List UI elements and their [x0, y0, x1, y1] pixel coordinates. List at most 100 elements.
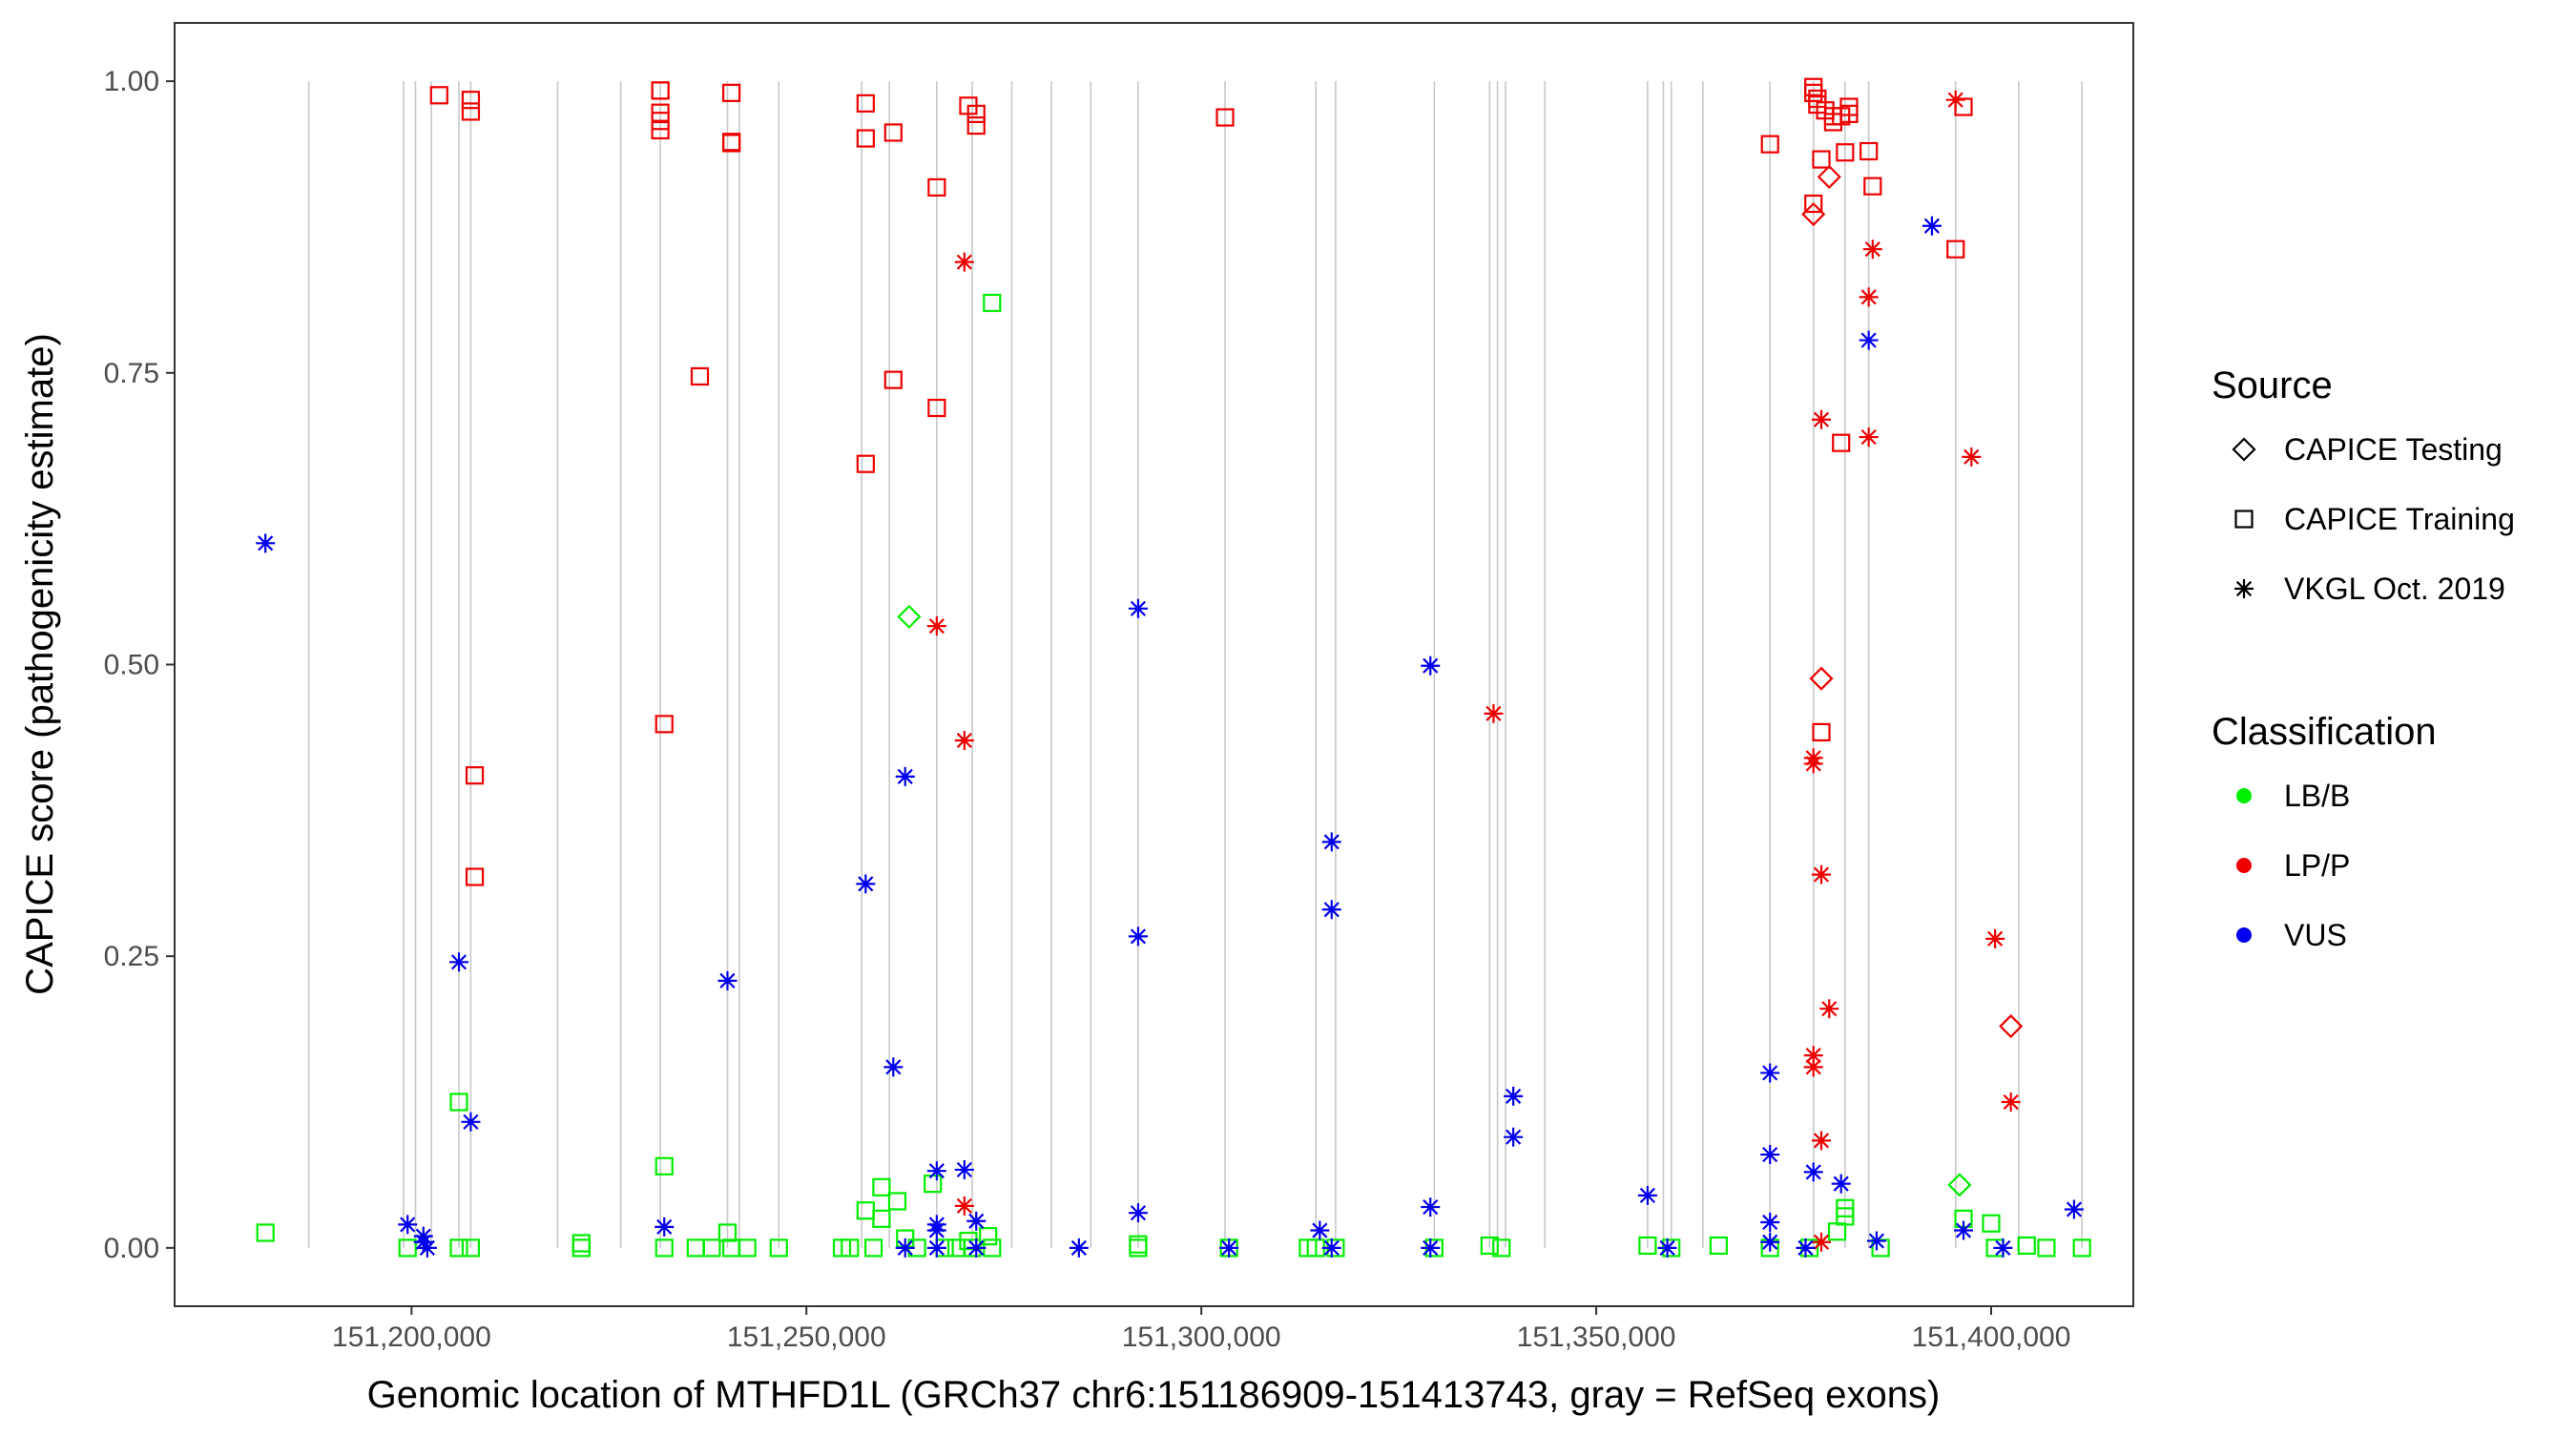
data-point [722, 134, 741, 153]
data-point [461, 1112, 481, 1132]
exon-lines [307, 81, 2083, 1248]
data-point [856, 874, 876, 894]
data-point [895, 766, 915, 786]
y-tick-label: 1.00 [104, 66, 159, 97]
data-point [856, 454, 875, 473]
data-point [926, 1161, 946, 1181]
y-tick-label: 0.50 [104, 650, 159, 681]
x-tick-label: 151,350,000 [1517, 1322, 1676, 1353]
x-tick-label: 151,250,000 [727, 1322, 886, 1353]
data-point [883, 123, 903, 142]
data-point [1812, 1232, 1832, 1252]
data-point [690, 366, 710, 386]
data-point [1836, 143, 1855, 162]
data-point [1863, 177, 1882, 196]
data-point [1982, 1214, 2001, 1233]
legend-classification-key [2236, 858, 2252, 873]
data-point [895, 1238, 915, 1258]
data-point [571, 1238, 591, 1258]
data-point [465, 867, 485, 886]
data-point [1421, 1197, 1441, 1217]
data-point [717, 1223, 737, 1242]
data-point [1819, 999, 1839, 1019]
data-point [883, 370, 903, 389]
data-point [2064, 1199, 2084, 1219]
data-point [1796, 1238, 1816, 1258]
data-point [461, 91, 481, 110]
data-point [1760, 1212, 1780, 1232]
data-point [256, 533, 276, 553]
data-point [1809, 666, 1834, 691]
data-point [926, 616, 946, 636]
x-tick-label: 151,400,000 [1912, 1322, 2071, 1353]
data-point [983, 293, 1002, 313]
data-point [1812, 1131, 1832, 1151]
data-point [1836, 1198, 1855, 1217]
data-point [1129, 1238, 1148, 1258]
data-point [1321, 900, 1341, 920]
data-point [1803, 754, 1823, 774]
data-point [1492, 1238, 1511, 1258]
data-point [887, 1192, 907, 1211]
data-point [872, 1177, 891, 1197]
data-point [966, 115, 986, 135]
legend-classification-key [2236, 788, 2252, 803]
data-point [1803, 1057, 1823, 1077]
data-point [2072, 1238, 2091, 1258]
data-point [1866, 1231, 1886, 1251]
data-point [1859, 330, 1879, 350]
data-point [651, 120, 670, 140]
legend-classification-label: LP/P [2284, 848, 2350, 883]
data-point [1954, 1220, 1974, 1240]
legend-classification-label: LB/B [2284, 779, 2350, 813]
data-point [1946, 239, 1965, 259]
data-point [1812, 864, 1832, 884]
data-point [1421, 656, 1441, 676]
data-point [2017, 1236, 2036, 1256]
data-point [461, 1238, 481, 1258]
data-point [2001, 1093, 2021, 1113]
data-point [1128, 1203, 1148, 1223]
data-point [1657, 1238, 1677, 1258]
data-point [717, 970, 737, 990]
data-point [979, 1227, 998, 1246]
data-point [654, 715, 674, 734]
y-tick-label: 0.75 [104, 358, 159, 389]
data-point [1128, 598, 1148, 618]
data-point [1803, 1046, 1823, 1066]
data-point [897, 604, 922, 629]
data-point [1804, 194, 1823, 214]
data-point [954, 1196, 974, 1216]
data-point [417, 1238, 437, 1258]
data-point [1760, 135, 1779, 154]
data-point [654, 1238, 674, 1258]
data-point [966, 1211, 987, 1231]
data-point [1069, 1238, 1089, 1258]
legend-source-title: Source [2212, 364, 2333, 406]
data-point [413, 1232, 433, 1252]
legend-classification-key [2236, 927, 2252, 943]
x-axis-title: Genomic location of MTHFD1L (GRCh37 chr6… [367, 1374, 1941, 1416]
data-point [1859, 287, 1879, 307]
data-point [1637, 1185, 1657, 1205]
legend-source-label: VKGL Oct. 2019 [2284, 572, 2505, 606]
data-point [1321, 832, 1341, 852]
data-point [1945, 90, 1965, 110]
data-point [1480, 1236, 1499, 1256]
data-point [1999, 1013, 2024, 1039]
data-point [872, 1209, 891, 1228]
y-axis-title: CAPICE score (pathogenicity estimate) [19, 333, 61, 995]
legend-source-key [2234, 579, 2254, 598]
data-point [1321, 1238, 1341, 1258]
data-point [1219, 1238, 1239, 1258]
data-point [256, 1223, 275, 1242]
data-point [2037, 1238, 2056, 1258]
data-point [654, 1217, 675, 1237]
data-point [1812, 722, 1831, 742]
data-point [1859, 141, 1879, 161]
data-point [864, 1238, 883, 1258]
data-point [1638, 1236, 1657, 1256]
data-point [1504, 1127, 1524, 1147]
